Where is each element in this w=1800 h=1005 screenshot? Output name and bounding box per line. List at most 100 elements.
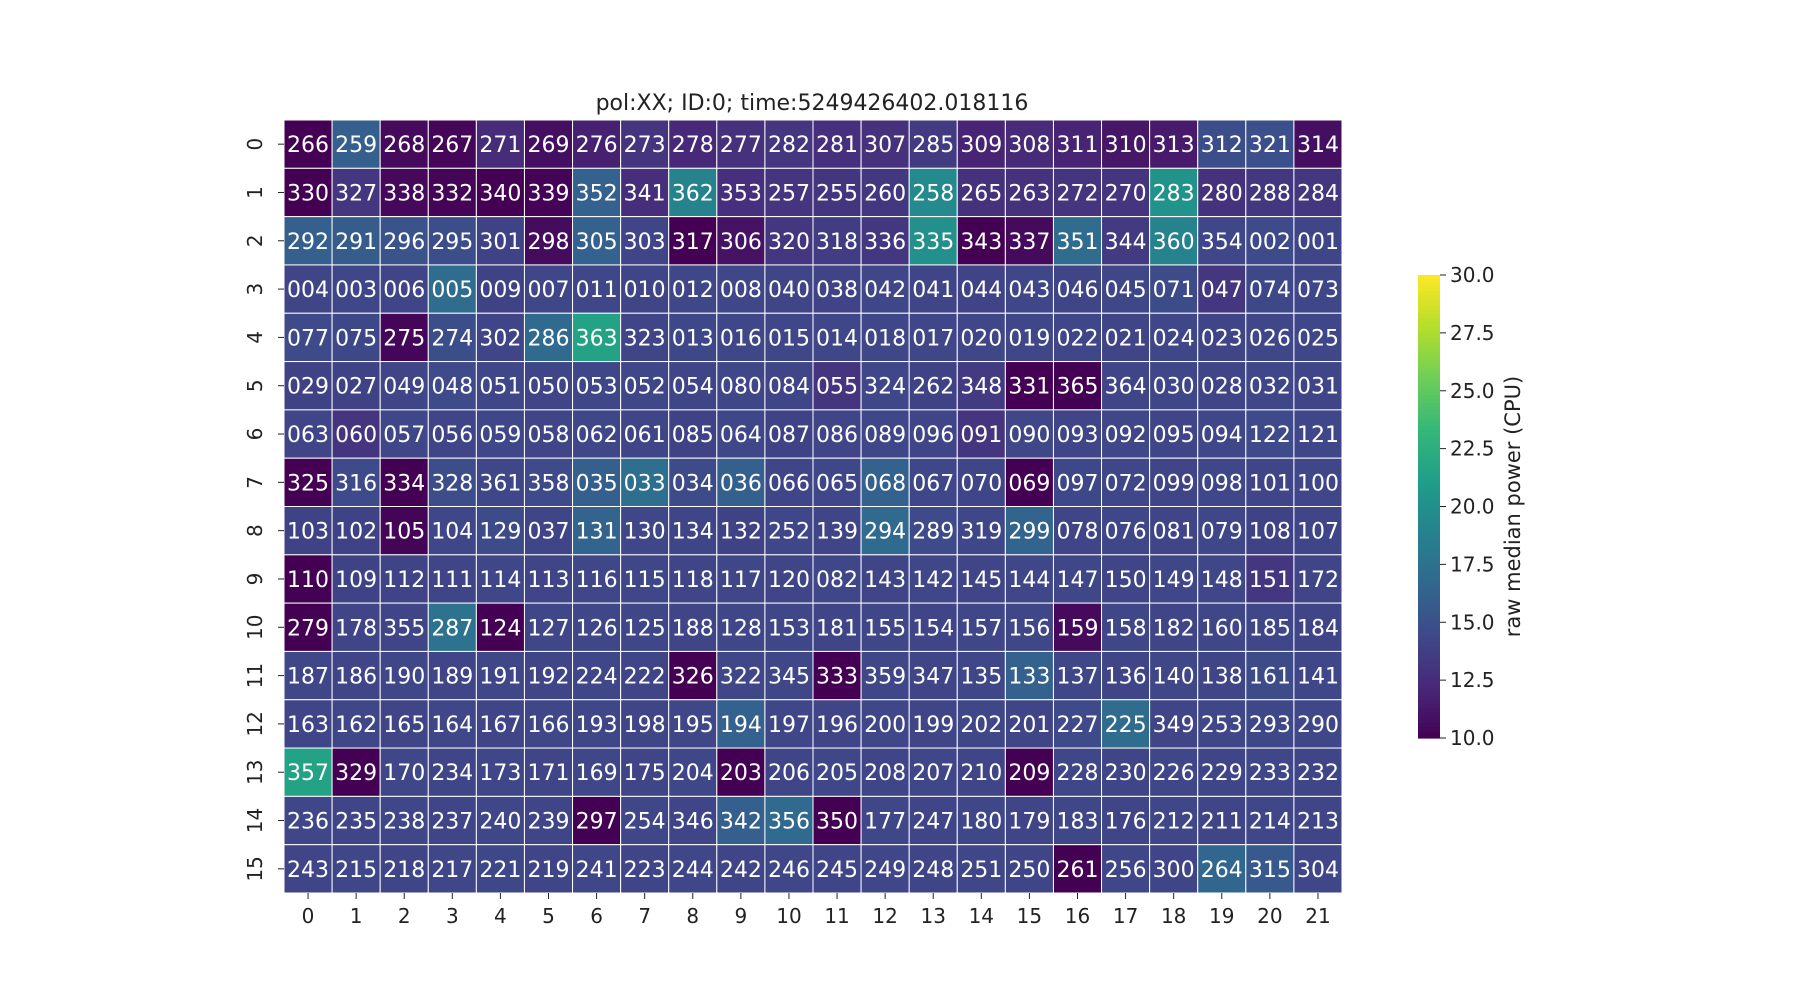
cell-annotation: 261 [1057, 858, 1099, 883]
cell-annotation: 004 [287, 278, 329, 303]
cell-annotation: 202 [960, 713, 1002, 738]
cell-annotation: 089 [864, 423, 906, 448]
cell-annotation: 281 [816, 133, 858, 158]
cell-annotation: 142 [912, 568, 954, 593]
cell-annotation: 151 [1249, 568, 1291, 593]
heatmap-cell [475, 650, 525, 701]
heatmap-cell [331, 264, 381, 314]
cell-annotation: 297 [576, 810, 618, 835]
colorbar-segment [1418, 464, 1440, 469]
cell-annotation: 020 [960, 326, 1002, 351]
colorbar-segment [1418, 278, 1440, 284]
cell-annotation: 027 [335, 375, 377, 400]
heatmap-cell [1149, 844, 1199, 894]
cell-annotation: 037 [528, 520, 570, 545]
cell-annotation: 017 [912, 326, 954, 351]
cell-annotation: 279 [287, 616, 329, 641]
colorbar-segment [1418, 653, 1440, 658]
colorbar-segment [1418, 734, 1440, 739]
cell-annotation: 192 [528, 665, 570, 690]
heatmap-cell [620, 795, 670, 846]
colorbar-segment [1418, 348, 1440, 353]
cell-annotation: 182 [1153, 616, 1195, 641]
cell-annotation: 047 [1201, 278, 1243, 303]
cell-annotation: 092 [1105, 423, 1147, 448]
colorbar-segment [1418, 429, 1440, 434]
cell-annotation: 336 [864, 230, 906, 255]
colorbar-segment [1418, 340, 1440, 346]
heatmap-cell [812, 361, 862, 411]
cell-annotation: 014 [816, 326, 858, 351]
cell-annotation: 065 [816, 471, 858, 496]
cell-annotation: 358 [528, 471, 570, 496]
colorbar-segment [1418, 649, 1440, 654]
y-tick-label: 13 [243, 759, 267, 784]
heatmap-cell [1197, 409, 1247, 459]
cell-annotation: 133 [1008, 665, 1050, 690]
colorbar: 10.0 12.5 15.0 17.5 20.0 22.5 25.0 27.5 30.0 raw … [1418, 263, 1525, 750]
colorbar-segment [1418, 421, 1440, 427]
x-tick-label: 17 [1113, 904, 1138, 928]
cell-annotation: 354 [1201, 230, 1243, 255]
heatmap-cell [1293, 409, 1343, 459]
heatmap-cell [379, 119, 429, 169]
cell-annotation: 288 [1249, 181, 1291, 206]
cell-annotation: 339 [528, 181, 570, 206]
cell-annotation: 071 [1153, 278, 1195, 303]
cell-annotation: 312 [1201, 133, 1243, 158]
cell-annotation: 078 [1057, 520, 1099, 545]
heatmap-cell [1101, 795, 1151, 846]
cell-annotation: 055 [816, 375, 858, 400]
cell-annotation: 166 [528, 713, 570, 738]
colorbar-segment [1418, 656, 1440, 662]
cell-annotation: 099 [1153, 471, 1195, 496]
heatmap-cell [1197, 795, 1247, 846]
heatmap-cell [1149, 312, 1199, 363]
heatmap-cell [283, 167, 333, 218]
cell-annotation: 180 [960, 810, 1002, 835]
heatmap-cell [620, 361, 670, 411]
heatmap-cell [764, 312, 814, 363]
heatmap-cell [1004, 361, 1054, 411]
colorbar-tick-label: 15.0 [1450, 610, 1495, 634]
heatmap-cell [764, 216, 814, 266]
cell-annotation: 153 [768, 616, 810, 641]
cell-annotation: 053 [576, 375, 618, 400]
heatmap-cell [475, 699, 525, 749]
colorbar-segment [1418, 448, 1440, 454]
heatmap-cell [1245, 699, 1295, 749]
heatmap-cell [1101, 650, 1151, 701]
colorbar-segment [1418, 483, 1440, 488]
cell-annotation: 357 [287, 761, 329, 786]
cell-annotation: 278 [672, 133, 714, 158]
heatmap-cell [572, 795, 622, 846]
cell-annotation: 026 [1249, 326, 1291, 351]
cell-annotation: 221 [479, 858, 521, 883]
x-tick-label: 16 [1065, 904, 1090, 928]
cell-annotation: 074 [1249, 278, 1291, 303]
x-tick-label: 21 [1305, 904, 1330, 928]
heatmap-cell [812, 602, 862, 652]
cell-annotation: 248 [912, 858, 954, 883]
y-tick-label: 7 [243, 476, 267, 489]
cell-annotation: 324 [864, 375, 906, 400]
colorbar-segment [1418, 290, 1440, 295]
heatmap-cell [427, 216, 477, 266]
heatmap-cell [1293, 844, 1343, 894]
cell-annotation: 363 [576, 326, 618, 351]
cell-annotation: 048 [431, 375, 473, 400]
heatmap-cell [1293, 216, 1343, 266]
cell-annotation: 330 [287, 181, 329, 206]
colorbar-segment [1418, 714, 1440, 720]
colorbar-tick-label: 25.0 [1450, 379, 1495, 403]
heatmap-cell [908, 409, 958, 459]
heatmap-cell [1293, 747, 1343, 797]
heatmap-cell [1293, 264, 1343, 314]
heatmap-cell [1101, 361, 1151, 411]
cell-annotation: 204 [672, 761, 714, 786]
cell-annotation: 087 [768, 423, 810, 448]
cell-annotation: 224 [576, 665, 618, 690]
cell-annotation: 016 [720, 326, 762, 351]
cell-annotation: 077 [287, 326, 329, 351]
